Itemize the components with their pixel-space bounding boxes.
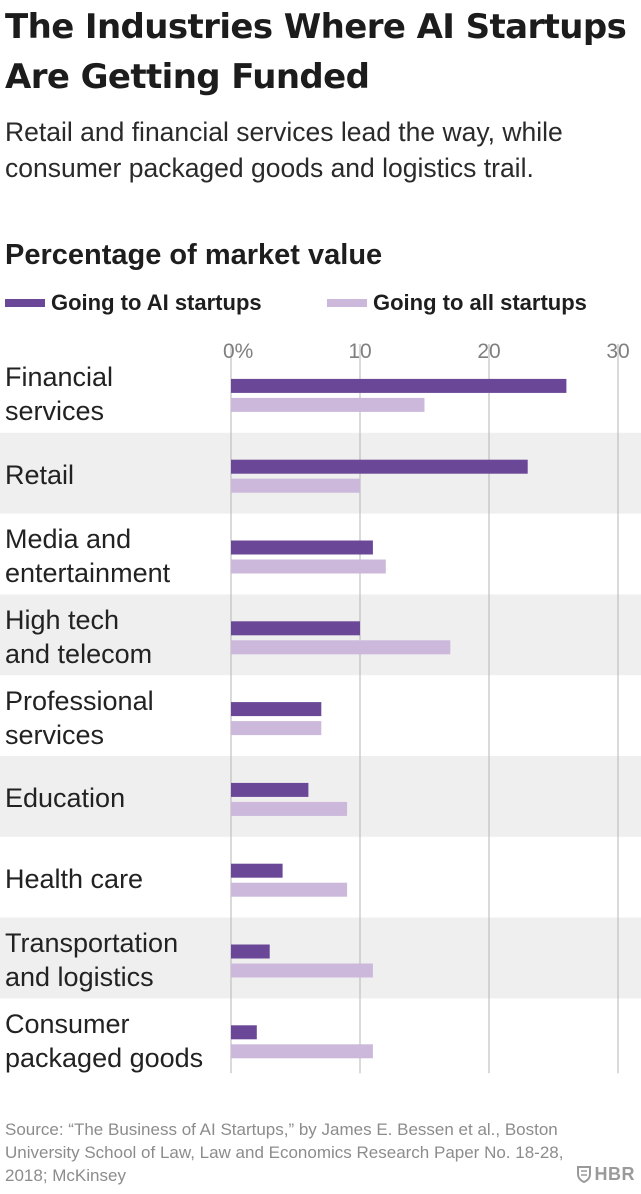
bar-ai-startups	[231, 378, 567, 393]
chart-heading: Percentage of market value	[5, 239, 383, 271]
chart-title: The Industries Where AI Startups Are Get…	[5, 7, 627, 97]
bar-ai-startups	[231, 944, 270, 959]
bar-ai-startups	[231, 621, 360, 636]
bar-ai-startups	[231, 1025, 257, 1040]
brand-text: HBR	[594, 1164, 635, 1184]
legend-label-all: Going to all startups	[373, 290, 587, 315]
legend-swatch-ai	[5, 299, 45, 307]
x-tick-label: 0%	[223, 340, 253, 363]
bar-all-startups	[231, 1044, 373, 1059]
shield-icon	[576, 1166, 591, 1183]
category-label: Professional services	[5, 685, 154, 750]
x-tick-label: 10	[348, 340, 371, 363]
bar-ai-startups	[231, 702, 322, 717]
bar-chart: 0% 10 20 30	[0, 340, 641, 1074]
category-label: Consumer packaged goods	[5, 1008, 204, 1073]
bar-all-startups	[231, 721, 322, 736]
bar-all-startups	[231, 882, 348, 897]
legend-label-ai: Going to AI startups	[51, 290, 262, 315]
source-note: Source: “The Business of AI Startups,” b…	[5, 1120, 564, 1185]
x-tick-label: 20	[477, 340, 500, 363]
category-label: Financial services	[5, 362, 114, 427]
category-label: Media and entertainment	[5, 524, 171, 588]
category-label: Retail	[5, 460, 75, 491]
bar-ai-startups	[231, 863, 283, 878]
row-band	[0, 756, 641, 837]
bar-all-startups	[231, 559, 386, 574]
x-tick-label: 30	[606, 340, 629, 363]
legend-item-all: Going to all startups	[327, 287, 587, 319]
hbr-logo: HBR	[576, 1164, 636, 1185]
bar-all-startups	[231, 478, 360, 493]
legend-item-ai: Going to AI startups	[5, 287, 262, 319]
bar-all-startups	[231, 963, 373, 978]
legend-swatch-all	[327, 299, 367, 307]
row-band	[0, 917, 641, 999]
bar-ai-startups	[231, 540, 373, 555]
category-label: Education	[5, 783, 126, 814]
bar-ai-startups	[231, 782, 309, 797]
chart-subtitle: Retail and financial services lead the w…	[5, 117, 563, 183]
bar-all-startups	[231, 397, 425, 412]
category-label: Transportation and logistics	[5, 928, 179, 992]
category-label: Health care	[5, 864, 144, 895]
bar-all-startups	[231, 640, 451, 655]
bar-all-startups	[231, 801, 348, 816]
category-label: High tech and telecom	[5, 604, 153, 669]
bar-ai-startups	[231, 459, 528, 474]
